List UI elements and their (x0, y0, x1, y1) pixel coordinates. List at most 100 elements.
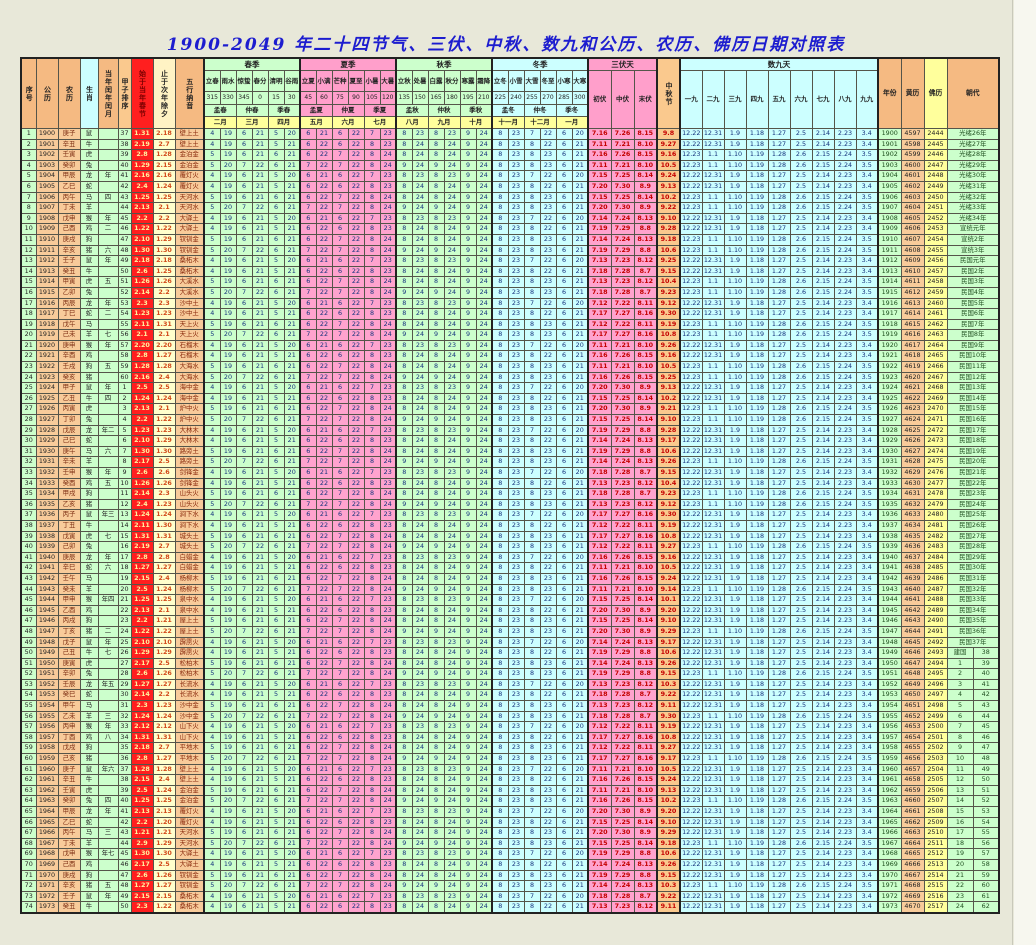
cell-term-13: 24 (411, 795, 429, 807)
cell-term-11: 24 (379, 742, 397, 755)
cell-jiazi: 47 (117, 233, 132, 246)
cell-chufu: 7.11 (587, 763, 612, 776)
cell-jiu-7: 2.23 (833, 339, 857, 352)
cell-cny: 2.2 (130, 816, 154, 829)
cell-cny: 2.10 (130, 435, 154, 447)
cell-term-8: 7 (331, 149, 349, 161)
cell-eve: 1.31 (152, 318, 176, 331)
cell-term-21: 23 (539, 286, 557, 299)
cell-term-7: 22 (315, 138, 333, 151)
cell-zhongfu: 7.29 (610, 223, 635, 235)
cell-zodiac: 猴 (79, 848, 99, 860)
cell-jiu-1: 1.1 (701, 286, 725, 299)
cell-term-3: 21 (251, 233, 269, 246)
cell-term-1: 19 (219, 477, 237, 490)
cell-huangli: 4630 (900, 477, 925, 490)
cell-term-19: 23 (507, 467, 525, 479)
cell-term-1: 19 (219, 806, 237, 818)
cell-foli: 2480 (923, 509, 948, 521)
cell-term-16: 9 (459, 509, 477, 521)
cell-year: 1971 (35, 880, 59, 892)
cell-cny: 2.2 (130, 414, 154, 426)
cell-term-4: 6 (267, 742, 285, 755)
cell-jiazi: 20 (117, 583, 132, 596)
cell-term-9: 22 (347, 159, 365, 172)
cell-zhongfu: 7.26 (610, 551, 635, 564)
cell-ganzhi: 壬寅 (57, 149, 81, 161)
cell-eve: 1.22 (152, 414, 176, 426)
cell-zodiac: 马 (79, 827, 99, 839)
cell-jiu-5: 2.5 (789, 223, 813, 235)
cell-huangli: 4635 (900, 530, 925, 543)
cell-jiu-6: 2.14 (811, 657, 835, 670)
cell-term-13: 24 (411, 149, 429, 161)
cell-jiu-7: 2.23 (833, 721, 857, 733)
cell-term-18: 8 (491, 371, 509, 384)
cell-term-18: 8 (491, 435, 509, 447)
cell-huangli: 4655 (900, 742, 925, 755)
cell-term-6: 6 (299, 191, 317, 204)
cell-term-0: 5 (203, 710, 221, 723)
cell-term-23: 21 (571, 795, 589, 807)
cell-term-20: 8 (523, 837, 541, 850)
cell-era: 民国13年 (946, 382, 1000, 394)
cell-term-11: 24 (379, 456, 397, 468)
cell-year2: 1941 (877, 562, 902, 574)
cell-term-3: 22 (251, 880, 269, 892)
cell-foli: 2495 (923, 668, 948, 680)
cell-term-7: 22 (315, 731, 333, 744)
cell-leap: 五 (97, 276, 119, 288)
cell-term-16: 9 (459, 742, 477, 755)
cell-seq: 69 (20, 848, 37, 860)
cell-term-20: 8 (523, 276, 541, 288)
cell-term-13: 23 (411, 339, 429, 352)
cell-term-15: 24 (443, 403, 461, 416)
cell-jiu-5: 2.5 (789, 445, 813, 458)
cell-term-13: 23 (411, 678, 429, 691)
cell-term-13: 24 (411, 689, 429, 702)
cell-term-10: 7 (363, 890, 381, 903)
cell-year2: 1962 (877, 784, 902, 797)
cell-eve: 2.2 (152, 212, 176, 225)
cell-term-13: 24 (411, 498, 429, 511)
cell-jiu-0: 12.22 (679, 138, 703, 151)
cell-term-0: 4 (203, 901, 221, 914)
cell-term-19: 23 (507, 318, 525, 331)
cell-term-1: 19 (219, 255, 237, 267)
cell-jiu-0: 12.22 (679, 657, 703, 670)
cell-term-16: 9 (459, 678, 477, 691)
cell-jiu-1: 12.31 (701, 604, 725, 617)
cell-term-12: 8 (395, 657, 413, 670)
cell-term-23: 21 (571, 742, 589, 755)
cell-jiu-8: 3.5 (855, 625, 879, 638)
cell-term-11: 23 (379, 647, 397, 659)
cell-jiazi: 57 (117, 339, 132, 352)
cell-term-4: 5 (267, 308, 285, 320)
cell-jiu-2: 1.9 (723, 530, 747, 543)
cell-era-right: 42 (972, 689, 1000, 702)
cell-zhongqiu: 9.24 (656, 774, 681, 786)
cell-eve: 1.30 (152, 848, 176, 860)
cell-jiu-2: 1.9 (723, 858, 747, 871)
cell-term-12: 8 (395, 308, 413, 320)
cell-term-12: 8 (395, 191, 413, 204)
cell-eve: 2.4 (152, 371, 176, 384)
cell-term-5: 21 (283, 159, 301, 172)
cell-term-2: 6 (235, 763, 253, 776)
cell-jiu-3: 1.18 (745, 784, 769, 797)
cell-term-8: 7 (331, 541, 349, 553)
cell-term-10: 8 (363, 869, 381, 882)
cell-jiu-2: 1.10 (723, 541, 747, 553)
cell-zhongqiu: 9.25 (656, 371, 681, 384)
cell-term-2: 6 (235, 604, 253, 617)
cell-term-17: 24 (475, 816, 493, 829)
cell-eve: 1.24 (152, 392, 176, 405)
cell-leap: 年 (97, 721, 119, 733)
cell-cny: 2.5 (130, 382, 154, 394)
cell-year2: 1947 (877, 625, 902, 638)
cell-term-22: 6 (555, 519, 573, 532)
cell-jiu-1: 12.31 (701, 382, 725, 394)
cell-term-5: 20 (283, 339, 301, 352)
cell-ganzhi: 癸丑 (57, 901, 81, 914)
cell-chufu: 7.11 (587, 361, 612, 373)
